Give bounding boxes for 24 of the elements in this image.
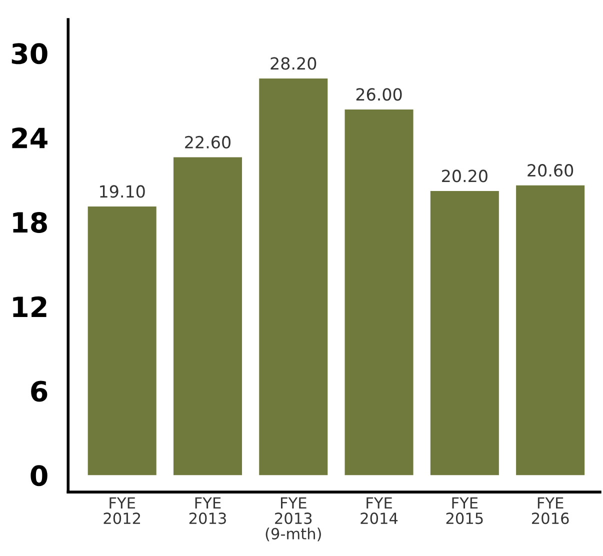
bar	[516, 185, 585, 476]
data-label: 20.60	[528, 164, 574, 177]
x-tick-label: FYE 2013	[189, 497, 226, 524]
x-tick-label: FYE 2015	[446, 497, 483, 524]
data-label: 28.20	[270, 57, 316, 70]
bar	[344, 109, 414, 476]
x-tick-label: FYE 2012	[104, 497, 140, 524]
y-tick-label: 0	[30, 465, 48, 486]
y-tick-label: 24	[12, 128, 48, 148]
bar	[88, 206, 156, 476]
x-tick-label: FYE 2013 (9-mth)	[266, 497, 321, 542]
bar	[430, 191, 499, 476]
x-tick-label: FYE 2014	[360, 497, 398, 524]
y-tick-label: 18	[13, 212, 47, 233]
y-tick-label: 12	[13, 296, 46, 317]
bar	[173, 157, 242, 476]
data-label: 20.20	[442, 170, 488, 182]
data-label: 22.60	[185, 136, 230, 149]
y-tick-label: 6	[31, 380, 48, 402]
y-tick-label: 30	[12, 43, 48, 64]
data-label: 26.00	[356, 88, 402, 101]
bar	[259, 78, 328, 476]
x-tick-label: FYE 2016	[532, 497, 569, 524]
data-label: 19.10	[100, 185, 145, 198]
